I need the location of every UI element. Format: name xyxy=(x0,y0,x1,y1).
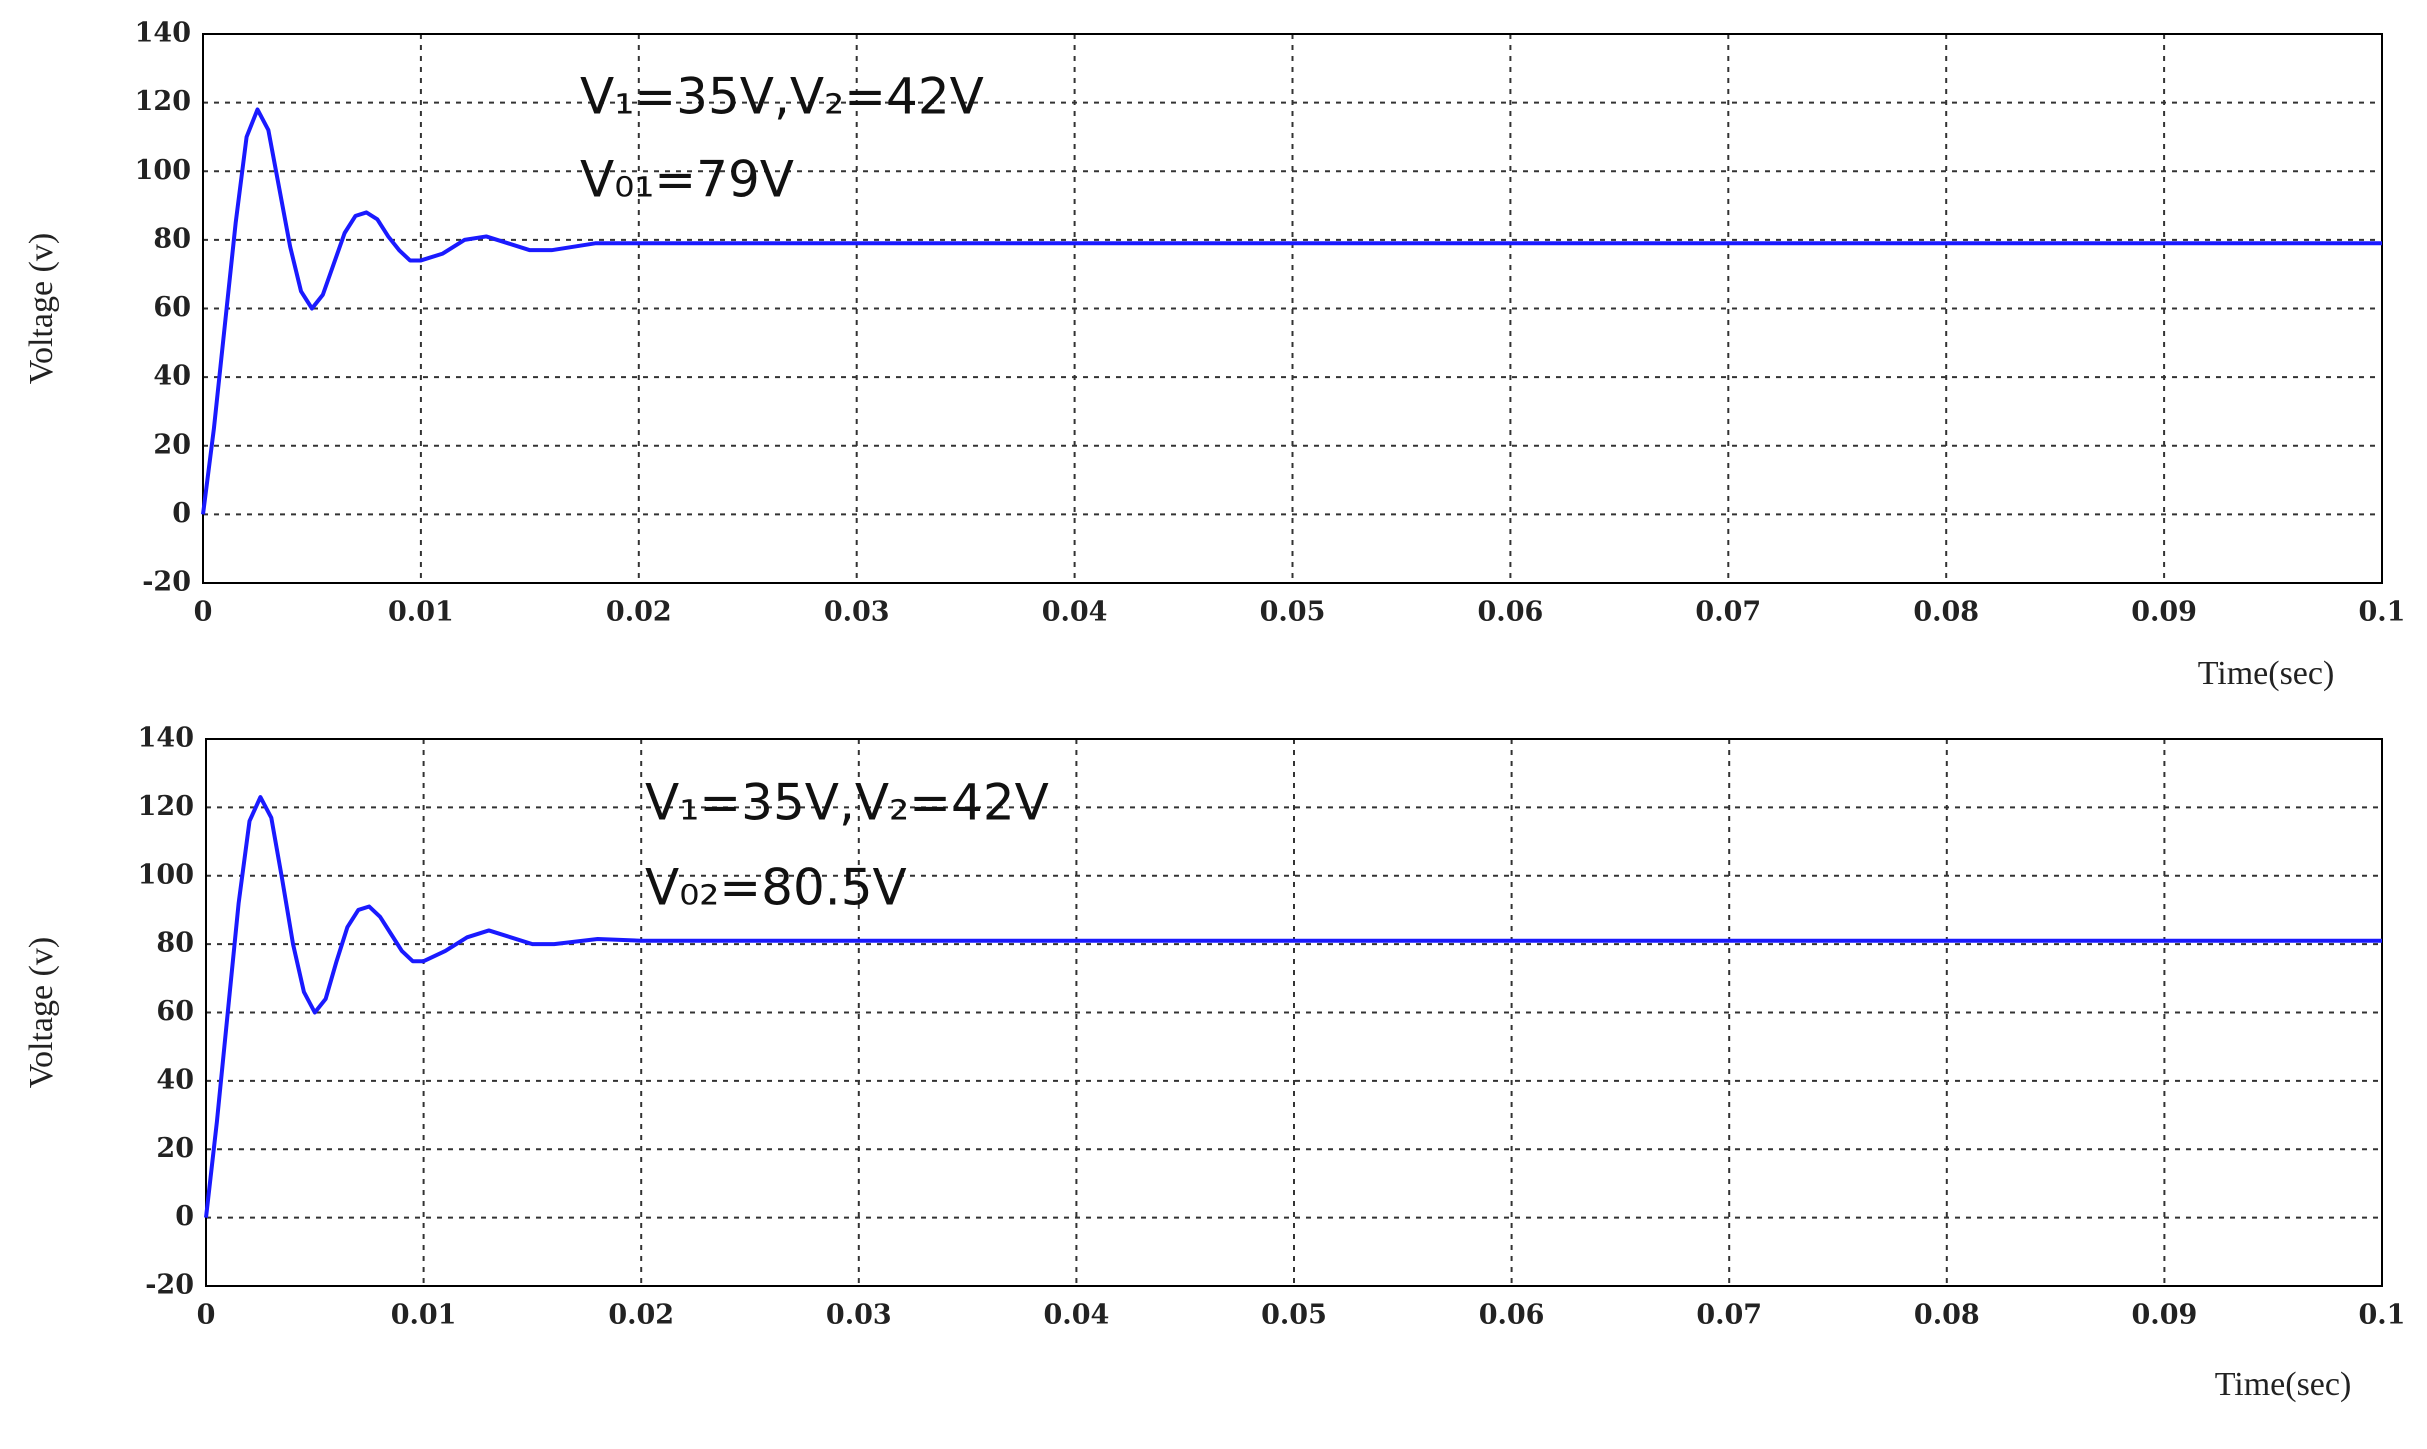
annotation: V₀₂=80.5V xyxy=(645,859,907,917)
y-tick-label: 40 xyxy=(153,361,191,392)
x-tick-label: 0.01 xyxy=(388,597,454,628)
plot-frame xyxy=(205,738,2383,1287)
x-tick-label: 0 xyxy=(197,1300,216,1331)
y-tick-label: 20 xyxy=(156,1133,194,1164)
x-tick-label: 0.04 xyxy=(1044,1300,1110,1331)
y-tick-label: 60 xyxy=(156,996,194,1027)
x-tick-label: 0.05 xyxy=(1261,1300,1327,1331)
x-tick-label: 0.1 xyxy=(2359,1300,2406,1331)
x-tick-label: 0.07 xyxy=(1696,1300,1762,1331)
x-tick-label: 0.1 xyxy=(2359,597,2406,628)
x-tick-label: 0.09 xyxy=(2132,1300,2198,1331)
y-tick-label: 100 xyxy=(135,155,191,186)
x-tick-label: 0.08 xyxy=(1914,1300,1980,1331)
plot-frame xyxy=(202,33,2383,584)
y-tick-label: 120 xyxy=(135,86,191,117)
x-tick-label: 0 xyxy=(194,597,213,628)
y-tick-label: -20 xyxy=(145,1270,194,1301)
x-tick-label: 0.06 xyxy=(1479,1300,1545,1331)
data-line xyxy=(204,795,2382,1218)
annotation: V₁=35V,V₂=42V xyxy=(645,774,1049,832)
y-tick-label: 0 xyxy=(172,498,191,529)
x-tick-label: 0.09 xyxy=(2131,597,2197,628)
y-tick-label: 120 xyxy=(138,791,194,822)
x-tick-label: 0.03 xyxy=(824,597,890,628)
y-tick-label: 80 xyxy=(153,223,191,254)
x-axis-label: Time(sec) xyxy=(2198,655,2335,692)
x-tick-label: 0.07 xyxy=(1695,597,1761,628)
x-tick-label: 0.03 xyxy=(826,1300,892,1331)
x-tick-label: 0.02 xyxy=(608,1300,674,1331)
annotation: V₀₁=79V xyxy=(580,151,794,209)
y-tick-label: 40 xyxy=(156,1064,194,1095)
x-axis-label: Time(sec) xyxy=(2215,1366,2352,1403)
y-tick-label: 140 xyxy=(138,723,194,754)
x-tick-label: 0.08 xyxy=(1913,597,1979,628)
y-tick-label: 20 xyxy=(153,429,191,460)
y-tick-label: 80 xyxy=(156,928,194,959)
x-tick-label: 0.04 xyxy=(1042,597,1108,628)
annotation: V₁=35V,V₂=42V xyxy=(580,68,984,126)
y-axis-label: Voltage (v) xyxy=(23,233,60,384)
y-tick-label: 100 xyxy=(138,859,194,890)
data-line xyxy=(201,107,2382,515)
x-tick-label: 0.05 xyxy=(1260,597,1326,628)
y-tick-label: 0 xyxy=(175,1201,194,1232)
x-tick-label: 0.01 xyxy=(391,1300,457,1331)
y-tick-label: -20 xyxy=(142,567,191,598)
y-tick-label: 60 xyxy=(153,292,191,323)
x-tick-label: 0.02 xyxy=(606,597,672,628)
y-axis-label: Voltage (v) xyxy=(23,937,60,1088)
x-tick-label: 0.06 xyxy=(1478,597,1544,628)
y-tick-label: 140 xyxy=(135,18,191,49)
